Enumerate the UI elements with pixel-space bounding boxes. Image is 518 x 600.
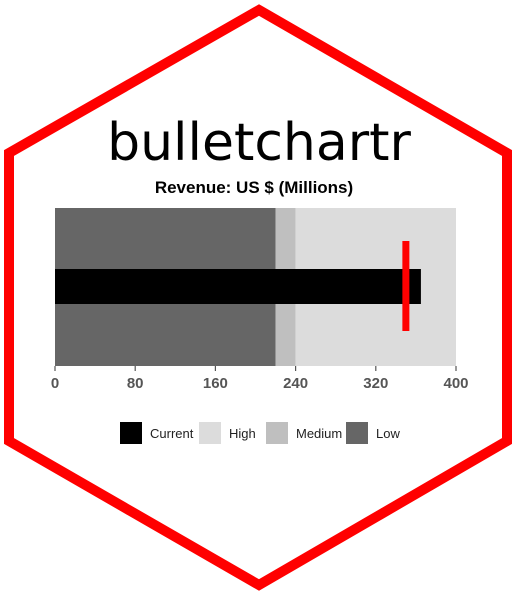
x-tick-label: 160 (203, 375, 228, 392)
x-tick-label: 400 (443, 375, 468, 392)
x-tick-label: 320 (363, 375, 388, 392)
x-tick-label: 240 (283, 375, 308, 392)
current-bar (55, 269, 421, 304)
x-axis: 0 80 160 240 320 400 (51, 366, 469, 392)
package-name: bulletchartr (107, 113, 411, 173)
legend-key-low (346, 422, 368, 444)
target-marker (402, 241, 410, 331)
legend-key-high (199, 422, 221, 444)
legend-key-current (120, 422, 142, 444)
x-tick-label: 80 (127, 375, 144, 392)
legend-label-medium: Medium (296, 426, 342, 441)
legend-label-low: Low (376, 426, 400, 441)
chart-title: Revenue: US $ (Millions) (155, 178, 353, 197)
legend-label-high: High (229, 426, 256, 441)
bullet-chart (55, 208, 456, 366)
legend-key-medium (266, 422, 288, 444)
x-tick-label: 0 (51, 375, 59, 392)
legend: Current High Medium Low (120, 422, 400, 444)
legend-label-current: Current (150, 426, 194, 441)
